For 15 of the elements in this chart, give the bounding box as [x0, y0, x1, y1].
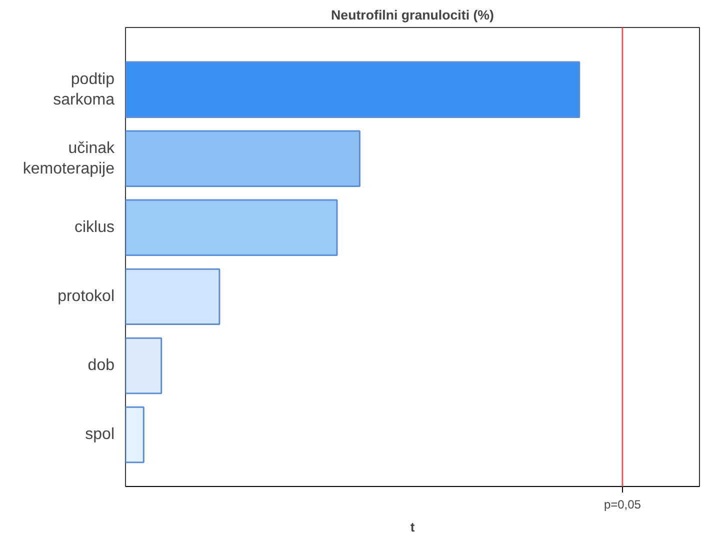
y-tick-label: učinak kemoterapije [22, 140, 116, 178]
bar [126, 406, 144, 464]
y-tick-label: dob [88, 357, 115, 374]
bar [126, 268, 220, 326]
bar [126, 130, 360, 187]
bar [126, 61, 580, 118]
bar [126, 337, 162, 394]
text: p=0,05 [604, 498, 642, 512]
y-tick-label: spol [85, 426, 115, 444]
x-axis-title: t [410, 520, 416, 534]
chart-title: Neutrofilni granulociti (%) [331, 8, 494, 22]
y-tick-label: podtip sarkoma [53, 70, 115, 108]
y-tick-label: protokol [58, 288, 114, 306]
y-tick-label: ciklus [74, 219, 115, 236]
bar [126, 199, 338, 256]
